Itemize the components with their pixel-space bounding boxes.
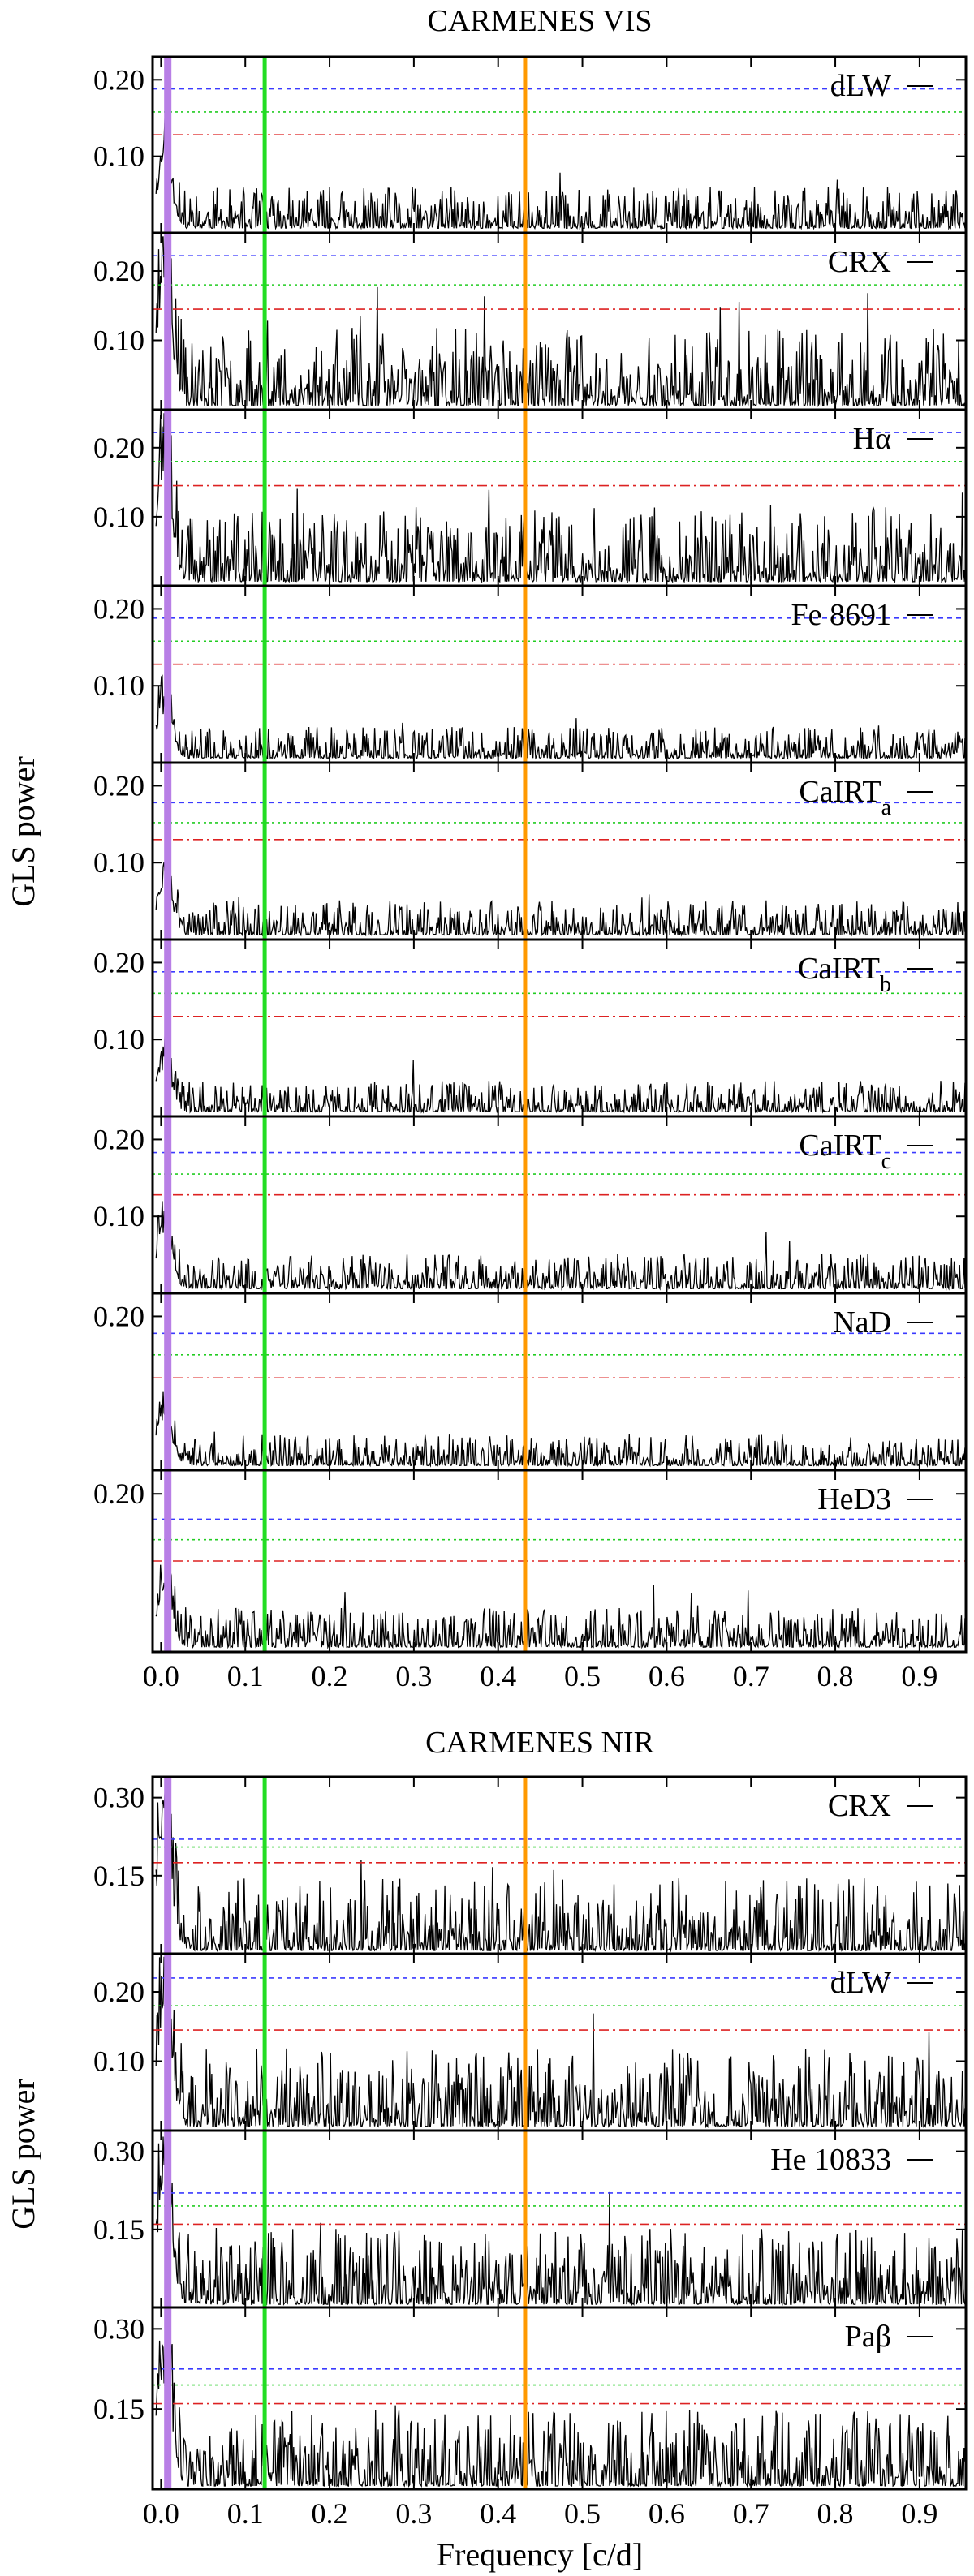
- periodogram-panel: 0.10 0.20 dLW: [93, 55, 968, 234]
- panel-label-subscript: c: [881, 1149, 891, 1174]
- periodogram-line: [155, 674, 966, 760]
- periodogram-panel: 0.15 0.30 Paβ 0.0 0.1 0.2 0.3 0.4 0.5 0.6 0.7 0.8 0.…: [93, 2306, 968, 2530]
- y-tick-label: 0.20: [93, 1300, 144, 1332]
- periodogram-panel: 0.15 0.30 CRX: [93, 1775, 968, 1955]
- periodogram-line: [155, 1956, 966, 2129]
- panel-label: He 10833: [770, 2143, 891, 2177]
- panel-label: CaIRTa: [799, 775, 891, 820]
- y-tick-label: 0.30: [93, 2135, 144, 2168]
- periodogram-line: [155, 862, 966, 937]
- y-tick-label: 0.10: [93, 325, 144, 357]
- y-tick-label: 0.20: [93, 63, 144, 96]
- panel-label: CRX: [828, 1789, 891, 1823]
- panel-frame: [151, 2306, 968, 2491]
- periodogram-line: [155, 236, 966, 408]
- panel-label: Hα: [853, 422, 891, 456]
- panel-label-subscript: a: [881, 795, 892, 820]
- y-tick-label: 0.10: [93, 501, 144, 533]
- y-tick-label: 0.10: [93, 1200, 144, 1232]
- y-tick-label: 0.10: [93, 669, 144, 702]
- y-tick-label: 0.20: [93, 1477, 144, 1510]
- periodogram-line: [155, 1391, 966, 1468]
- y-tick-label: 0.20: [93, 1976, 144, 2008]
- periodogram-line: [155, 1791, 966, 1953]
- x-tick-label: 0.3: [395, 2497, 432, 2530]
- x-tick-label: 0.2: [312, 1660, 348, 1692]
- y-tick-label: 0.15: [93, 2393, 144, 2425]
- periodogram-panel: 0.10 0.20 CaIRTc: [93, 1115, 968, 1295]
- x-tick-label: 0.6: [649, 1660, 685, 1692]
- periodogram-panel: 0.10 0.20 CRX: [93, 231, 968, 411]
- panel-label: Fe 8691: [791, 598, 892, 632]
- x-tick-label: 0.7: [733, 1660, 769, 1692]
- x-tick-label: 0.3: [395, 1660, 432, 1692]
- nir-y-axis-title: GLS power: [5, 2079, 41, 2230]
- x-tick-label: 0.9: [901, 2497, 937, 2530]
- y-tick-label: 0.10: [93, 140, 144, 173]
- y-tick-label: 0.15: [93, 1860, 144, 1892]
- periodogram-panel: 0.10 0.20 Hα: [93, 408, 968, 587]
- y-tick-label: 0.20: [93, 946, 144, 978]
- x-tick-label: 0.6: [649, 2497, 685, 2530]
- x-tick-label: 0.7: [733, 2497, 769, 2530]
- periodogram-panel: 0.10 0.20 CaIRTa: [93, 761, 968, 941]
- periodogram-panel: 0.10 0.20 Fe 8691: [93, 584, 968, 764]
- x-tick-label: 0.1: [227, 1660, 264, 1692]
- y-tick-label: 0.20: [93, 432, 144, 464]
- periodogram-line: [155, 2134, 966, 2307]
- y-tick-label: 0.20: [93, 592, 144, 625]
- panel-label: dLW: [830, 69, 891, 103]
- y-tick-label: 0.20: [93, 1123, 144, 1155]
- x-tick-label: 0.5: [564, 2497, 601, 2530]
- x-tick-label: 0.8: [817, 2497, 854, 2530]
- panel-frame: [151, 1469, 968, 1654]
- x-axis-title: Frequency [c/d]: [437, 2536, 643, 2573]
- periodogram-panel: 0.20 HeD3 0.0 0.1 0.2 0.3 0.4 0.5 0.6 0.7 0.8 0.9: [93, 1469, 968, 1692]
- periodogram-panel: 0.10 0.20 dLW: [93, 1952, 968, 2132]
- x-tick-label: 0.2: [312, 2497, 348, 2530]
- panel-label-subscript: b: [880, 972, 891, 997]
- vis-group-title: CARMENES VIS: [428, 4, 653, 38]
- periodogram-line: [155, 1201, 966, 1291]
- periodogram-line: [155, 413, 966, 583]
- x-tick-label: 0.8: [817, 1660, 854, 1692]
- vis-y-axis-title: GLS power: [5, 756, 41, 907]
- panel-label: CaIRTb: [798, 952, 891, 997]
- panel-label: Paβ: [845, 2320, 891, 2354]
- y-tick-label: 0.20: [93, 769, 144, 802]
- panel-label: NaD: [833, 1305, 891, 1340]
- periodogram-line: [155, 117, 966, 230]
- y-tick-label: 0.10: [93, 1023, 144, 1056]
- panel-label: HeD3: [817, 1482, 891, 1516]
- periodogram-line: [155, 1034, 966, 1114]
- y-tick-label: 0.30: [93, 2312, 144, 2345]
- periodogram-panel: 0.10 0.20 CaIRTb: [93, 938, 968, 1118]
- panel-label: dLW: [830, 1966, 891, 2000]
- periodogram-line: [155, 1543, 966, 1649]
- periodogram-panel: 0.15 0.30 He 10833: [93, 2129, 968, 2309]
- panel-label: CRX: [828, 245, 891, 279]
- x-tick-label: 0.5: [564, 1660, 601, 1692]
- x-tick-label: 0.4: [480, 1660, 516, 1692]
- x-tick-label: 0.0: [143, 1660, 179, 1692]
- periodogram-line: [155, 2310, 966, 2488]
- periodogram-panel: 0.20 NaD: [93, 1292, 968, 1472]
- x-tick-label: 0.9: [901, 1660, 937, 1692]
- y-tick-label: 0.10: [93, 2045, 144, 2078]
- y-tick-label: 0.20: [93, 255, 144, 287]
- panel-label: CaIRTc: [799, 1129, 891, 1174]
- x-tick-label: 0.1: [227, 2497, 264, 2530]
- x-tick-label: 0.4: [480, 2497, 516, 2530]
- nir-group-title: CARMENES NIR: [425, 1726, 655, 1760]
- x-tick-label: 0.0: [143, 2497, 179, 2530]
- y-tick-label: 0.30: [93, 1782, 144, 1814]
- y-tick-label: 0.10: [93, 846, 144, 879]
- y-tick-label: 0.15: [93, 2213, 144, 2246]
